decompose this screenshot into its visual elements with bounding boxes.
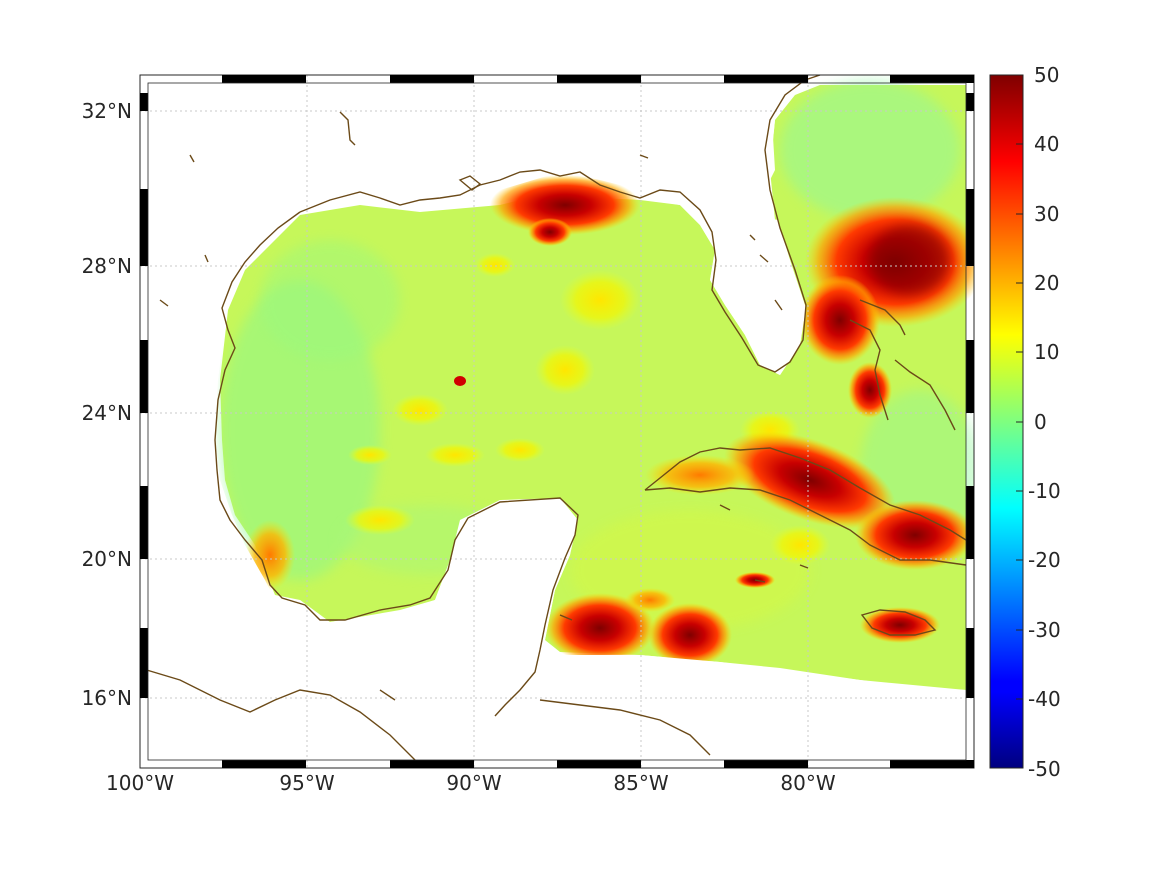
lat-tick-label: 32°N [82, 99, 132, 123]
colorbar-tick-label: 30 [1034, 202, 1059, 226]
colorbar-tick-label: 0 [1034, 410, 1047, 434]
lon-tick-labels: 100°W 95°W 90°W 85°W 80°W [106, 771, 836, 795]
north-land [140, 75, 775, 640]
data-field [140, 75, 974, 768]
lat-tick-labels: 16°N 20°N 24°N 28°N 32°N [82, 99, 132, 710]
colorbar-tick-label: 50 [1034, 63, 1059, 87]
graticule [140, 75, 974, 768]
colorbar-tick-label: 10 [1034, 340, 1059, 364]
yucatan-land [140, 498, 578, 768]
coastlines [139, 74, 967, 766]
lon-tick-label: 100°W [106, 771, 174, 795]
colorbar: 50 40 30 20 10 0 -10 -20 -30 -40 -50 [989, 63, 1061, 781]
colorbar-tick-label: -50 [1028, 757, 1061, 781]
colorbar-tick-label: -20 [1028, 548, 1061, 572]
colorbar-tick-label: -10 [1028, 479, 1061, 503]
colorbar-tick-label: -40 [1028, 687, 1061, 711]
lat-tick-label: 16°N [82, 686, 132, 710]
colorbar-tick-label: 40 [1034, 132, 1059, 156]
lat-tick-label: 28°N [82, 254, 132, 278]
colorbar-tick-label: -30 [1028, 618, 1061, 642]
lon-tick-label: 80°W [780, 771, 835, 795]
lat-tick-label: 20°N [82, 547, 132, 571]
lat-tick-label: 24°N [82, 401, 132, 425]
lon-tick-label: 85°W [613, 771, 668, 795]
map-frame [139, 74, 975, 769]
colorbar-tick-label: 20 [1034, 271, 1059, 295]
lon-tick-label: 90°W [446, 771, 501, 795]
lon-tick-label: 95°W [279, 771, 334, 795]
south-land [480, 655, 966, 768]
